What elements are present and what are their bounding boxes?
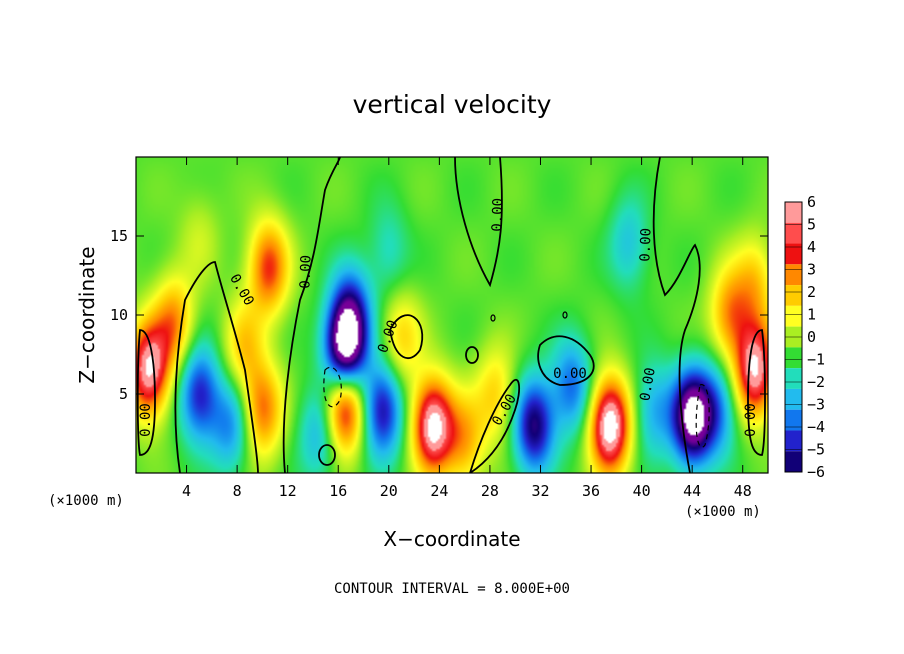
colorbar-cell bbox=[785, 368, 802, 389]
contour-line bbox=[465, 346, 479, 364]
chart-title: vertical velocity bbox=[353, 90, 552, 119]
y-tick-label: 10 bbox=[110, 306, 128, 324]
colorbar-cell bbox=[785, 409, 802, 431]
contour-line bbox=[136, 329, 156, 456]
contour-line bbox=[469, 378, 521, 473]
contour-line bbox=[652, 157, 701, 473]
contour-line bbox=[389, 314, 424, 360]
colorbar-cell bbox=[785, 285, 802, 306]
colorbar-label: 0 bbox=[807, 328, 816, 346]
colorbar-label: −2 bbox=[807, 373, 825, 391]
contour-label: 0.00 bbox=[637, 366, 659, 402]
colorbar-cell bbox=[785, 243, 802, 265]
colorbar-cell bbox=[785, 347, 802, 369]
colorbar-label: 2 bbox=[807, 283, 816, 301]
contour-label: 0.00 bbox=[489, 198, 506, 232]
contour-label: 0.00 bbox=[297, 255, 314, 289]
contour-line bbox=[695, 384, 710, 448]
contour-line bbox=[174, 261, 259, 473]
x-tick-label: 44 bbox=[683, 482, 701, 500]
colorbar-label: 6 bbox=[807, 193, 816, 211]
colorbar-label: 4 bbox=[807, 238, 816, 256]
colorbar-label: 5 bbox=[807, 216, 816, 234]
x-axis: 4 8 12 16 20 24 28 32 36 40 44 48 bbox=[182, 157, 752, 500]
contour-line bbox=[490, 314, 496, 322]
colorbar-label: −5 bbox=[807, 441, 825, 459]
contour-line bbox=[454, 157, 503, 288]
contour-line bbox=[537, 335, 595, 386]
plot-area: 0.00 0.000.000.000.000.000.000.000.00 0.00 bbox=[135, 156, 769, 474]
x-tick-label: 12 bbox=[279, 482, 297, 500]
colorbar-label: −3 bbox=[807, 396, 825, 414]
contour-line bbox=[747, 329, 766, 456]
contour-line bbox=[282, 157, 341, 473]
x-tick-label: 20 bbox=[380, 482, 398, 500]
colorbar-cell bbox=[785, 264, 802, 286]
x-tick-label: 8 bbox=[233, 482, 242, 500]
colorbar-label: −1 bbox=[807, 351, 825, 369]
contour-line bbox=[318, 444, 336, 466]
contour-label: 0.00 bbox=[637, 228, 654, 262]
x-tick-label: 16 bbox=[329, 482, 347, 500]
heatmap-field bbox=[136, 157, 768, 473]
y-tick-label: 15 bbox=[110, 227, 128, 245]
contour-interval-note: CONTOUR INTERVAL = 8.000E+00 bbox=[334, 581, 570, 597]
y-tick-label: 5 bbox=[119, 385, 128, 403]
contour-line bbox=[323, 366, 342, 408]
colorbar-label: −6 bbox=[807, 463, 825, 481]
colorbar-cell bbox=[785, 202, 802, 223]
contour-label: 0.00 bbox=[138, 403, 154, 437]
x-tick-label: 28 bbox=[481, 482, 499, 500]
y-axis-label: Z−coordinate bbox=[75, 246, 99, 383]
contour-label: 0.00 bbox=[553, 366, 587, 382]
x-unit-label: (×1000 m) bbox=[48, 493, 124, 509]
x-tick-label: 48 bbox=[734, 482, 752, 500]
colorbar-cell bbox=[785, 451, 802, 472]
x-tick-label: 32 bbox=[531, 482, 549, 500]
x-tick-label: 24 bbox=[430, 482, 448, 500]
colorbar-cell bbox=[785, 388, 802, 410]
colorbar-label: −4 bbox=[807, 418, 825, 436]
x-tick-label: 36 bbox=[582, 482, 600, 500]
contour-label: 0.00 bbox=[743, 403, 759, 437]
colorbar-label: 1 bbox=[807, 306, 816, 324]
colorbar-cell bbox=[785, 222, 802, 244]
contour-line bbox=[562, 311, 568, 319]
x-tick-label: 40 bbox=[633, 482, 651, 500]
colorbar-label: 3 bbox=[807, 261, 816, 279]
colorbar-cell bbox=[785, 305, 802, 327]
colorbar-cell bbox=[785, 430, 802, 452]
x-tick-label: 4 bbox=[182, 482, 191, 500]
x-axis-label: X−coordinate bbox=[383, 527, 520, 551]
x-unit-label-right: (×1000 m) bbox=[685, 504, 761, 520]
colorbar: 6 5 4 3 2 1 0 −1 −2 −3 −4 −5 −6 bbox=[784, 193, 825, 481]
contour-lines bbox=[136, 157, 766, 473]
y-axis: 5 10 15 bbox=[110, 227, 768, 403]
